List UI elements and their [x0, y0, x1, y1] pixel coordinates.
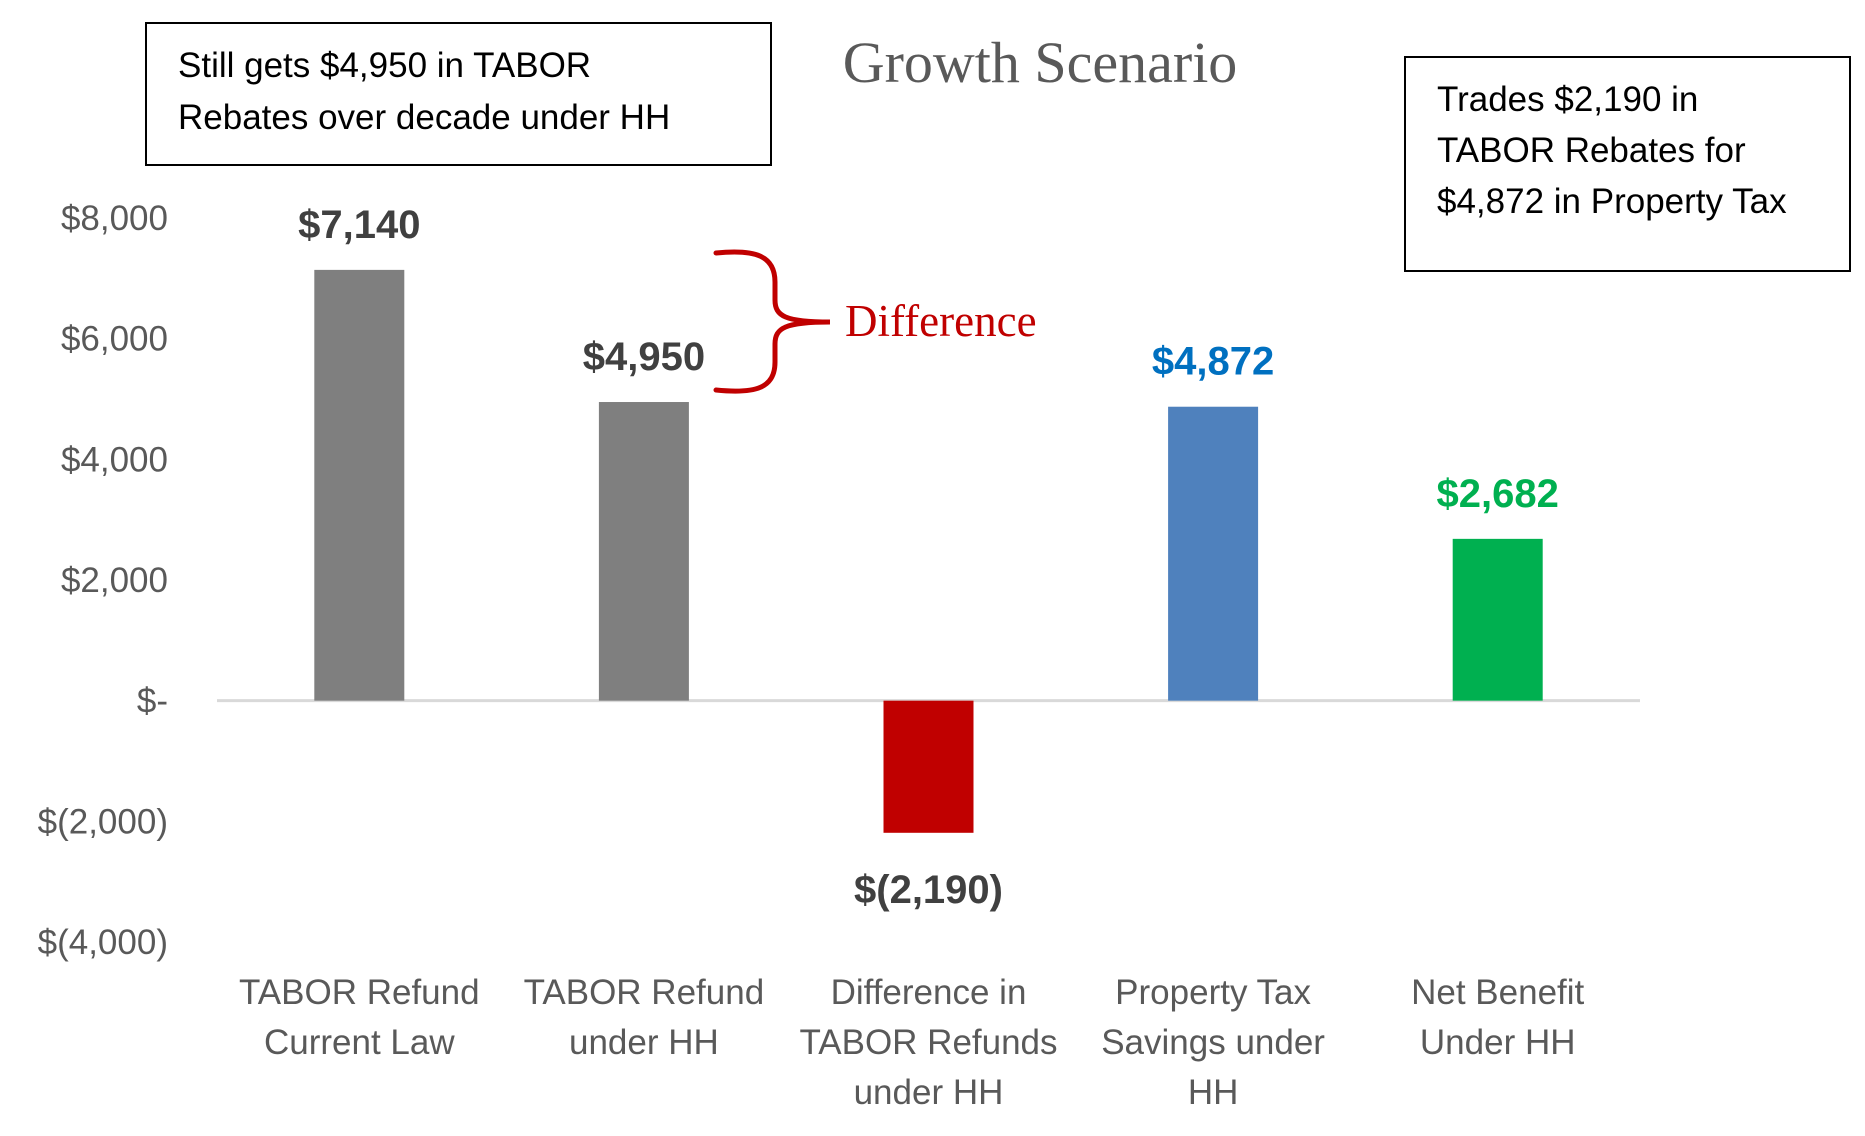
y-tick-label: $(2,000) — [38, 802, 168, 841]
data-label: $4,872 — [1152, 340, 1274, 384]
y-tick-label: $8,000 — [61, 199, 168, 238]
data-label: $(2,190) — [854, 868, 1003, 912]
annotation-text: Still gets $4,950 in TABOR — [178, 46, 591, 85]
bar — [883, 700, 974, 833]
x-tick-label: Under HH — [1420, 1023, 1576, 1062]
bar — [598, 402, 689, 701]
annotation-box-right — [1404, 56, 1851, 272]
x-tick-label: Net Benefit — [1411, 973, 1584, 1012]
x-tick-label: TABOR Refund — [239, 973, 480, 1012]
x-tick-label: Savings under — [1101, 1023, 1325, 1062]
bar — [314, 269, 405, 701]
bar — [1168, 406, 1259, 701]
x-axis: TABOR Refund Current Law TABOR Refund under… — [239, 973, 1585, 1112]
y-tick-label: $(4,000) — [38, 923, 168, 962]
x-tick-label: Property Tax — [1115, 973, 1311, 1012]
annotation-text: $4,872 in Property Tax — [1437, 182, 1787, 221]
x-tick-label: Difference in — [831, 973, 1027, 1012]
annotation-text: TABOR Rebates for — [1437, 131, 1746, 170]
bracket-icon — [713, 249, 831, 394]
data-label: $7,140 — [298, 203, 420, 247]
x-tick-label: TABOR Refunds — [799, 1023, 1057, 1062]
annotation-text: Rebates over decade under HH — [178, 98, 670, 137]
annotations: Still gets $4,950 in TABOR Rebates over d… — [145, 22, 1851, 394]
annotation-box-left — [145, 22, 772, 166]
data-label: $4,950 — [583, 335, 705, 379]
x-tick-label: Current Law — [264, 1023, 455, 1062]
y-tick-label: $2,000 — [61, 561, 168, 600]
y-tick-label: $- — [137, 682, 168, 721]
bracket-label: Difference — [845, 296, 1037, 346]
x-tick-label: TABOR Refund — [524, 973, 765, 1012]
bar — [1452, 538, 1543, 701]
y-tick-label: $6,000 — [61, 320, 168, 359]
y-tick-label: $4,000 — [61, 440, 168, 479]
annotation-text: Trades $2,190 in — [1437, 80, 1698, 119]
y-axis: $8,000 $6,000 $4,000 $2,000 $- $(2,000) $(4,00… — [38, 199, 1640, 962]
chart-title: Growth Scenario — [843, 30, 1238, 95]
data-label: $2,682 — [1437, 472, 1559, 516]
x-tick-label: under HH — [854, 1073, 1004, 1112]
x-tick-label: under HH — [569, 1023, 719, 1062]
bars: $7,140 $4,950 $(2,190) $4,872 $2,682 — [298, 203, 1559, 912]
x-tick-label: HH — [1188, 1073, 1239, 1112]
